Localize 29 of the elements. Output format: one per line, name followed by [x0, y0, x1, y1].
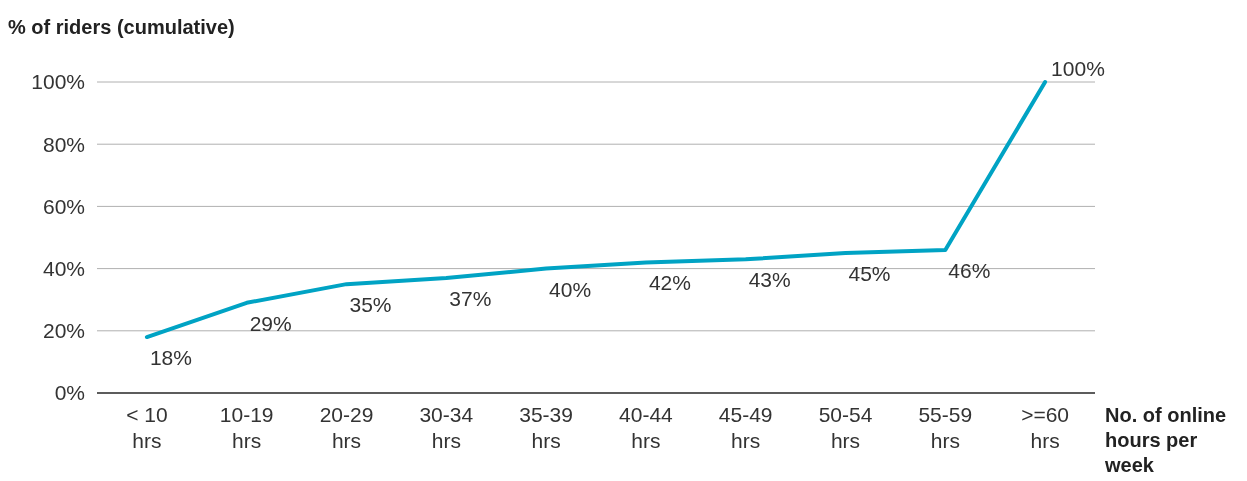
y-tick-label: 20% — [42, 319, 85, 343]
y-tick-label: 100% — [31, 70, 85, 94]
data-label: 35% — [349, 293, 392, 317]
x-tick-label: >=60 hrs — [1021, 403, 1070, 452]
x-tick-label: 50-54 hrs — [818, 403, 873, 452]
x-tick-label: 45-49 hrs — [718, 403, 773, 452]
data-label: 45% — [848, 262, 891, 286]
data-label: 40% — [549, 277, 592, 301]
x-tick-label: 35-39 hrs — [519, 403, 573, 452]
data-label: 43% — [748, 268, 791, 292]
y-axis-title: % of riders (cumulative) — [8, 16, 235, 38]
x-tick-label: < 10 hrs — [126, 403, 168, 452]
data-label: 42% — [648, 271, 691, 295]
data-label: 18% — [149, 346, 192, 370]
data-label: 46% — [948, 258, 991, 282]
x-tick-label: 55-59 hrs — [918, 403, 973, 452]
y-tick-label: 40% — [42, 256, 85, 280]
x-tick-label: 40-44 hrs — [619, 403, 674, 452]
data-label: 29% — [249, 311, 292, 335]
x-axis-title: No. of online hours per week — [1104, 404, 1227, 476]
x-tick-label: 20-29 hrs — [319, 403, 374, 452]
y-tick-label: 60% — [42, 194, 85, 218]
data-label: 100% — [1051, 57, 1105, 80]
x-tick-label: 10-19 hrs — [219, 403, 274, 452]
y-tick-label: 80% — [42, 132, 85, 156]
x-tick-label: 30-34 hrs — [419, 403, 474, 452]
y-tick-label: 0% — [54, 381, 85, 405]
data-label: 37% — [449, 286, 492, 310]
line-series — [144, 80, 1048, 340]
